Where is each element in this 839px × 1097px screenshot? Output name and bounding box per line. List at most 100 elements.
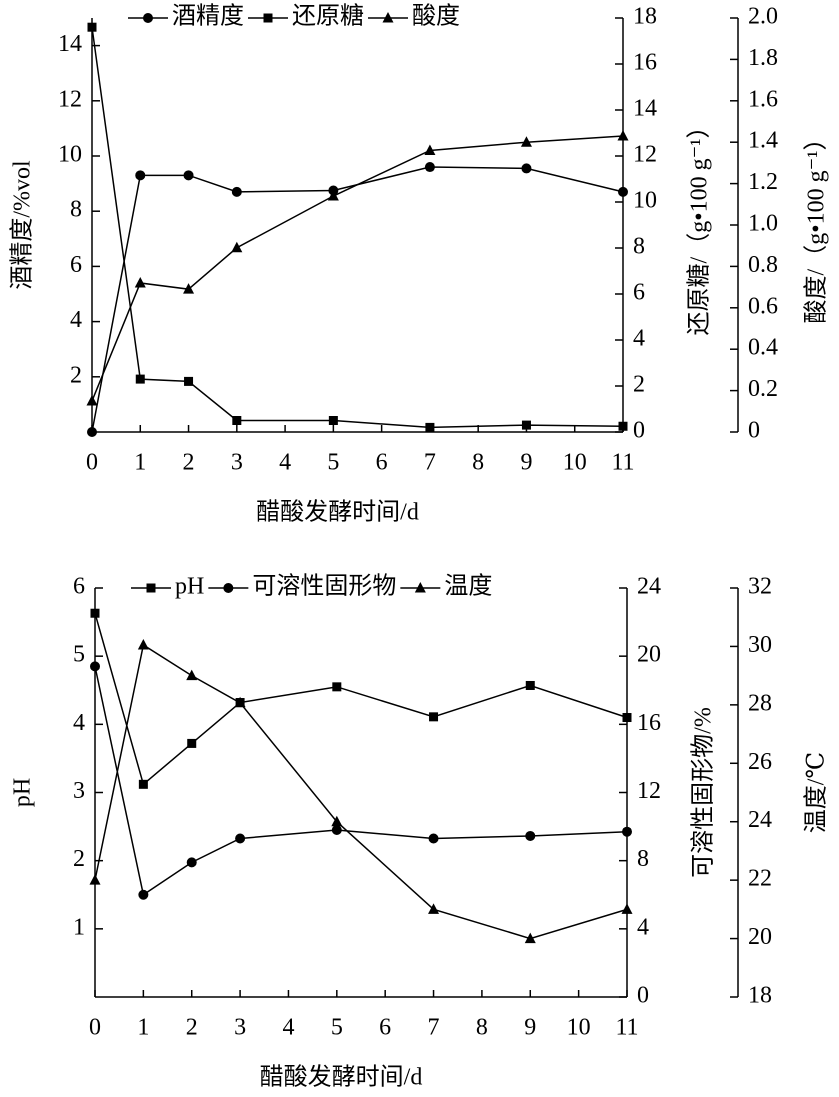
y-tick-label: 6 <box>73 574 85 600</box>
x-axis-title: 醋酸发酵时间/d <box>256 499 419 526</box>
x-tick-label: 3 <box>234 1015 246 1041</box>
marker-square <box>187 738 197 748</box>
y-tick-label: 8 <box>633 234 645 260</box>
y-tick-label: 28 <box>748 690 772 716</box>
marker-triangle <box>428 903 440 914</box>
y-tick-label: 22 <box>748 866 772 892</box>
series-line <box>94 666 628 896</box>
marker-circle <box>428 833 439 844</box>
y-tick-label: 12 <box>637 778 661 804</box>
legend-label: 还原糖 <box>292 3 364 30</box>
marker-triangle <box>621 903 633 914</box>
y-tick-label: 1.6 <box>748 86 778 112</box>
marker-square <box>232 416 242 425</box>
marker-triangle <box>89 874 101 885</box>
y-axis-title: pH <box>10 778 36 807</box>
marker-square <box>521 420 531 430</box>
y-tick-label: 0 <box>748 418 760 444</box>
y-tick-label: 26 <box>748 749 772 775</box>
marker-circle <box>138 889 149 900</box>
y-tick-label: 12 <box>633 142 657 168</box>
legend-label: 酸度 <box>412 3 460 30</box>
marker-circle <box>235 833 246 844</box>
marker-circle <box>521 163 532 174</box>
marker-triangle <box>134 276 146 288</box>
y-tick-label: 1.0 <box>748 211 778 237</box>
marker-circle <box>135 170 146 181</box>
marker-square <box>618 421 628 431</box>
y-tick-label: 4 <box>70 307 82 333</box>
marker-square <box>332 682 342 692</box>
marker-triangle <box>617 129 629 141</box>
series-line <box>91 166 624 433</box>
marker-square <box>429 712 439 722</box>
marker-triangle <box>231 241 243 253</box>
y-tick-label: 2.0 <box>748 4 778 30</box>
y-axis-title: 还原糖/（g•100 g⁻¹） <box>686 115 713 336</box>
x-tick-label: 10 <box>567 1015 591 1041</box>
x-tick-label: 0 <box>89 1015 101 1041</box>
legend-marker <box>146 583 156 593</box>
y-tick-label: 0.8 <box>748 252 778 278</box>
marker-triangle <box>524 932 536 944</box>
marker-square <box>425 422 435 432</box>
x-tick-label: 4 <box>282 1015 294 1041</box>
y-tick-label: 2 <box>633 372 645 398</box>
y-tick-label: 24 <box>637 574 661 600</box>
y-tick-label: 8 <box>637 846 649 872</box>
y-tick-label: 18 <box>633 4 657 30</box>
x-tick-label: 7 <box>424 450 436 476</box>
marker-circle <box>186 857 197 868</box>
y-tick-label: 0 <box>633 418 645 444</box>
y-tick-label: 6 <box>70 252 82 278</box>
y-tick-label: 32 <box>748 574 772 600</box>
marker-triangle <box>183 283 195 294</box>
x-tick-label: 3 <box>231 450 243 476</box>
x-tick-label: 11 <box>611 450 634 476</box>
y-tick-label: 0.6 <box>748 293 778 319</box>
legend-marker <box>263 13 273 23</box>
y-tick-label: 24 <box>748 807 772 833</box>
legend-label: 可溶性固形物 <box>252 573 396 600</box>
x-tick-label: 9 <box>524 1015 536 1041</box>
marker-circle <box>87 427 97 437</box>
marker-square <box>328 416 338 425</box>
x-tick-label: 5 <box>327 450 339 476</box>
series-line <box>94 643 628 940</box>
marker-triangle <box>520 136 532 147</box>
y-tick-label: 8 <box>70 197 82 223</box>
marker-square <box>87 22 97 32</box>
legend-marker <box>143 13 153 23</box>
marker-triangle <box>186 669 198 681</box>
x-tick-label: 2 <box>186 1015 198 1041</box>
x-tick-label: 5 <box>331 1015 343 1041</box>
y-tick-label: 1.8 <box>748 45 778 71</box>
x-tick-label: 4 <box>279 450 291 476</box>
x-tick-label: 8 <box>472 450 484 476</box>
legend-label: pH <box>175 574 204 600</box>
y-tick-label: 0.4 <box>748 335 778 361</box>
y-tick-label: 4 <box>633 326 645 352</box>
y-tick-label: 1.2 <box>748 169 778 195</box>
y-tick-label: 5 <box>73 642 85 668</box>
marker-circle <box>183 170 194 181</box>
marker-circle <box>525 830 536 841</box>
marker-triangle <box>86 394 98 406</box>
x-tick-label: 10 <box>563 450 587 476</box>
x-tick-label: 1 <box>137 1015 149 1041</box>
marker-circle <box>424 162 435 173</box>
y-tick-label: 10 <box>633 188 657 214</box>
y-tick-label: 30 <box>748 632 772 658</box>
marker-circle <box>231 186 242 197</box>
y-tick-label: 20 <box>637 642 661 668</box>
y-tick-label: 0 <box>637 983 649 1009</box>
marker-triangle <box>137 638 149 650</box>
y-tick-label: 12 <box>58 86 82 112</box>
y-tick-label: 10 <box>58 142 82 168</box>
marker-triangle <box>424 144 436 155</box>
series-line <box>94 613 628 786</box>
y-tick-label: 16 <box>637 710 661 736</box>
x-tick-label: 6 <box>376 450 388 476</box>
y-tick-label: 2 <box>70 362 82 388</box>
marker-circle <box>90 661 100 672</box>
